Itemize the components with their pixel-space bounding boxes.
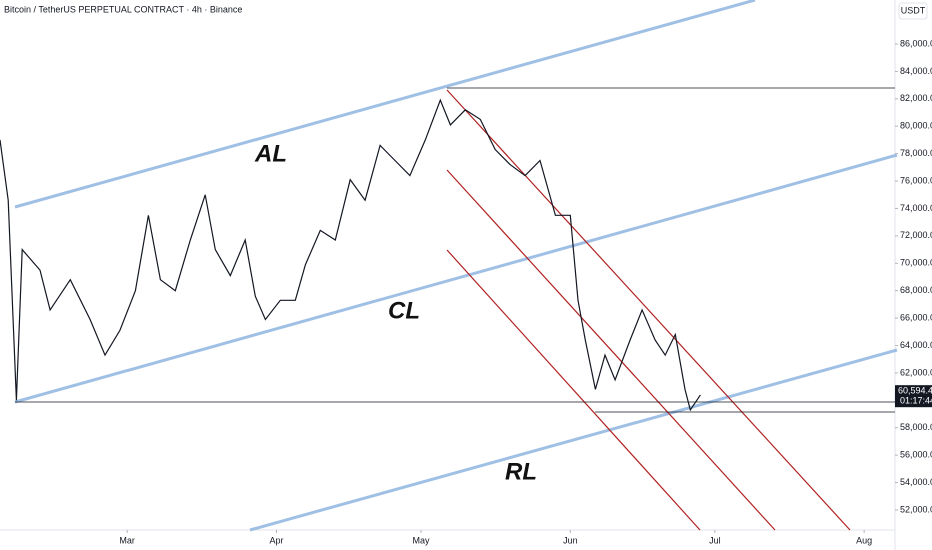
y-tick-label: 80,000.0 [900,121,932,131]
y-tick-label: 78,000.0 [900,148,932,158]
y-tick-label: 56,000.0 [900,450,932,460]
y-tick-label: 86,000.0 [900,38,932,48]
x-tick-label: Apr [269,535,283,545]
y-tick-label: 76,000.0 [900,175,932,185]
chart-title: Bitcoin / TetherUS PERPETUAL CONTRACT · … [4,4,242,14]
trendline-rl [249,348,898,532]
currency-label: USDT [901,5,926,15]
trendline-al [14,0,756,209]
channel-line [446,249,701,531]
y-tick-label: 52,000.0 [900,504,932,514]
channel-line [446,89,851,531]
y-tick-label: 62,000.0 [900,367,932,377]
channel-line [446,169,776,531]
annotation: AL [254,140,287,167]
y-tick-label: 70,000.0 [900,258,932,268]
y-tick-label: 54,000.0 [900,477,932,487]
x-tick-label: May [412,535,430,545]
x-tick-label: Aug [856,535,872,545]
y-tick-label: 58,000.0 [900,422,932,432]
price-line [0,98,701,412]
y-tick-label: 74,000.0 [900,203,932,213]
y-tick-label: 64,000.0 [900,340,932,350]
y-tick-label: 66,000.0 [900,312,932,322]
last-price-box [895,385,932,408]
currency-box[interactable] [898,2,928,20]
x-tick-label: Mar [119,535,135,545]
trendline-cl [14,153,898,404]
x-tick-label: Jul [709,535,721,545]
x-tick-label: Jun [563,535,578,545]
y-tick-label: 82,000.0 [900,93,932,103]
y-tick-label: 84,000.0 [900,66,932,76]
countdown: 01:17:44 [900,396,932,406]
y-tick-label: 68,000.0 [900,285,932,295]
y-tick-label: 72,000.0 [900,230,932,240]
annotation: RL [505,458,537,485]
annotation: CL [388,297,420,324]
last-price-label: 60,594.4 [898,386,932,396]
